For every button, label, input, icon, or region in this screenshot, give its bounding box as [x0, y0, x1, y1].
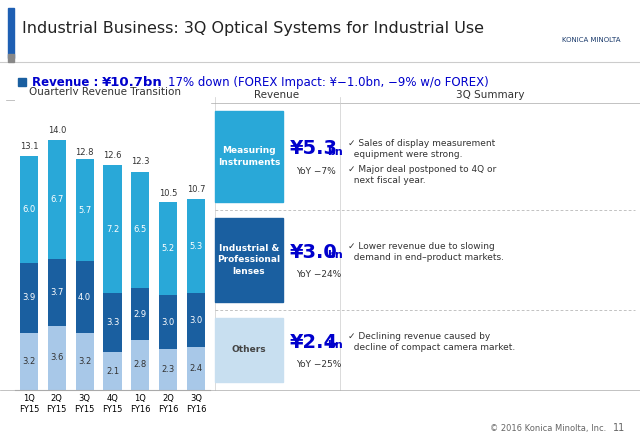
Text: 3.7: 3.7 — [50, 288, 63, 297]
Text: Revenue :: Revenue : — [32, 75, 99, 89]
Text: bn: bn — [327, 250, 343, 260]
Text: ✓ Sales of display measurement
  equipment were strong.: ✓ Sales of display measurement equipment… — [348, 139, 495, 159]
Bar — [76, 159, 93, 261]
Text: 3.0: 3.0 — [189, 316, 203, 325]
Bar — [8, 54, 14, 62]
Text: Measuring
Instruments: Measuring Instruments — [218, 147, 280, 167]
Text: bn: bn — [327, 340, 343, 350]
Text: 3.3: 3.3 — [106, 319, 119, 327]
Bar — [104, 353, 122, 390]
Text: YoY −24%: YoY −24% — [296, 270, 341, 279]
Text: 12.3: 12.3 — [131, 157, 150, 166]
Text: 17% down (FOREX Impact: ¥−1.0bn, −9% w/o FOREX): 17% down (FOREX Impact: ¥−1.0bn, −9% w/o… — [168, 75, 489, 89]
Text: 3.6: 3.6 — [50, 354, 63, 362]
Bar — [48, 326, 66, 390]
Text: 3.2: 3.2 — [22, 357, 36, 366]
Text: ✓ Declining revenue caused by
  decline of compact camera market.: ✓ Declining revenue caused by decline of… — [348, 332, 515, 352]
Text: ¥3.0: ¥3.0 — [290, 242, 338, 261]
Text: 3.0: 3.0 — [161, 318, 175, 326]
Bar — [215, 111, 283, 202]
Bar — [187, 199, 205, 293]
Text: 2.4: 2.4 — [189, 364, 203, 373]
Bar — [131, 340, 149, 390]
Text: YoY −25%: YoY −25% — [296, 360, 341, 369]
Text: Others: Others — [232, 346, 266, 354]
Text: 7.2: 7.2 — [106, 225, 119, 233]
Text: 2.1: 2.1 — [106, 367, 119, 376]
Text: 12.8: 12.8 — [76, 148, 94, 157]
Text: Revenue: Revenue — [255, 90, 300, 100]
Text: 2.3: 2.3 — [161, 365, 175, 374]
Bar — [48, 140, 66, 260]
Text: 10.7: 10.7 — [187, 185, 205, 194]
Text: 11: 11 — [612, 423, 625, 433]
Text: © 2016 Konica Minolta, Inc.: © 2016 Konica Minolta, Inc. — [490, 424, 606, 433]
Bar — [20, 333, 38, 390]
Bar — [159, 295, 177, 349]
Bar — [8, 8, 14, 58]
Bar — [76, 261, 93, 333]
Text: 13.1: 13.1 — [20, 142, 38, 152]
Text: 6.7: 6.7 — [50, 195, 63, 204]
Text: Industrial &
Professional
lenses: Industrial & Professional lenses — [218, 245, 280, 276]
Text: 5.7: 5.7 — [78, 206, 92, 215]
Bar — [187, 293, 205, 347]
Text: ✓ Major deal postponed to 4Q or
  next fiscal year.: ✓ Major deal postponed to 4Q or next fis… — [348, 164, 496, 185]
Text: 5.3: 5.3 — [189, 241, 203, 251]
Bar — [159, 349, 177, 390]
Text: 2.8: 2.8 — [134, 361, 147, 369]
Text: 14.0: 14.0 — [47, 126, 66, 135]
Bar — [20, 263, 38, 333]
Text: 2.9: 2.9 — [134, 310, 147, 319]
Bar — [159, 202, 177, 295]
Text: 5.2: 5.2 — [162, 244, 175, 253]
Bar — [131, 172, 149, 288]
Bar — [215, 218, 283, 302]
Text: Industrial Business: 3Q Optical Systems for Industrial Use: Industrial Business: 3Q Optical Systems … — [22, 20, 484, 35]
Bar — [76, 333, 93, 390]
Bar — [20, 156, 38, 263]
Bar — [104, 293, 122, 353]
Text: 3.2: 3.2 — [78, 357, 92, 366]
Text: 3.9: 3.9 — [22, 293, 36, 303]
Text: 10.5: 10.5 — [159, 189, 177, 198]
Text: ✓ Lower revenue due to slowing
  demand in end–product markets.: ✓ Lower revenue due to slowing demand in… — [348, 242, 504, 262]
Text: 6.5: 6.5 — [134, 225, 147, 234]
Text: bn: bn — [327, 147, 343, 156]
Text: 4.0: 4.0 — [78, 292, 92, 302]
Bar — [18, 78, 26, 86]
Text: 12.6: 12.6 — [103, 151, 122, 160]
Text: YoY −7%: YoY −7% — [296, 167, 336, 175]
Text: ¥10.7bn: ¥10.7bn — [102, 75, 163, 89]
Bar — [104, 165, 122, 293]
Bar — [187, 347, 205, 390]
Bar — [48, 260, 66, 326]
Text: KONICA MINOLTA: KONICA MINOLTA — [561, 37, 620, 43]
Text: ¥5.3: ¥5.3 — [290, 139, 338, 158]
Bar — [131, 288, 149, 340]
Bar — [215, 318, 283, 382]
Text: 3Q Summary: 3Q Summary — [456, 90, 524, 100]
Text: ¥2.4: ¥2.4 — [290, 333, 338, 351]
Text: [¥ billions]: [¥ billions] — [16, 110, 67, 120]
Text: 6.0: 6.0 — [22, 205, 36, 214]
Text: Quarterly Revenue Transition: Quarterly Revenue Transition — [29, 87, 181, 97]
